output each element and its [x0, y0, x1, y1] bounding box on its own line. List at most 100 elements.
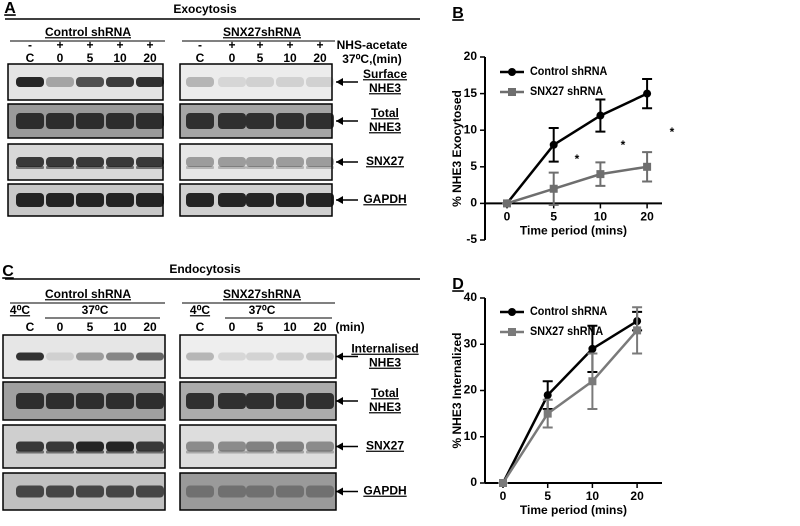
band: [246, 193, 274, 207]
band: [46, 393, 74, 409]
treatment-label: +: [146, 38, 153, 52]
group-label: Control shRNA: [45, 287, 131, 301]
y-tick-label: 0: [470, 196, 477, 210]
band: [306, 441, 334, 452]
band: [46, 441, 74, 452]
panel-label: B: [452, 5, 464, 22]
treatment-label: +: [116, 38, 123, 52]
lane-label: 10: [113, 51, 127, 65]
group-label: SNX27shRNA: [223, 287, 301, 301]
band: [218, 352, 246, 361]
lane-label: 20: [143, 320, 157, 334]
legend-marker: [508, 88, 516, 96]
band: [276, 166, 304, 169]
treatment-label: +: [86, 38, 93, 52]
band: [306, 193, 334, 207]
x-tick-label: 0: [500, 489, 507, 503]
band: [246, 166, 274, 169]
band: [276, 352, 304, 361]
y-tick-label: 20: [464, 49, 478, 63]
band: [186, 352, 214, 361]
band: [106, 77, 134, 87]
band: [246, 393, 274, 409]
treatment-label: +: [286, 38, 293, 52]
band: [186, 157, 214, 167]
blot-label: NHE3: [369, 81, 401, 95]
band: [276, 450, 304, 454]
band: [218, 157, 246, 167]
y-axis-label: % NHE3 Internalized: [450, 332, 464, 448]
band: [246, 450, 274, 454]
blot-label: Internalised: [351, 342, 418, 356]
band: [306, 485, 334, 498]
section-title: Endocytosis: [169, 262, 241, 276]
point: [596, 111, 605, 120]
point: [543, 409, 552, 418]
group-label: SNX27shRNA: [223, 25, 301, 39]
y-tick-label: 15: [464, 86, 478, 100]
condition-label: 37⁰C,(min): [342, 52, 401, 66]
band: [16, 77, 44, 87]
x-tick-label: 0: [504, 210, 511, 224]
point: [503, 199, 511, 208]
blot-label: Total: [371, 386, 399, 400]
band: [46, 113, 74, 129]
band: [136, 441, 164, 452]
band: [106, 157, 134, 167]
y-tick-label: 10: [464, 429, 478, 443]
blot-label: Surface: [363, 67, 407, 81]
band: [246, 157, 274, 167]
legend-label: Control shRNA: [530, 306, 607, 319]
band: [218, 113, 246, 129]
band: [276, 193, 304, 207]
band: [136, 193, 164, 207]
x-tick-label: 5: [544, 489, 551, 503]
band: [306, 393, 334, 409]
x-tick-label: 20: [630, 489, 644, 503]
arrow-head: [336, 196, 343, 204]
band: [16, 166, 44, 169]
y-tick-label: -5: [466, 232, 477, 246]
lane-label: 10: [283, 51, 297, 65]
lane-label: 5: [257, 320, 264, 334]
legend-marker: [508, 68, 516, 76]
band: [46, 352, 74, 361]
arrow-head: [336, 117, 343, 125]
band: [16, 113, 44, 129]
panel-label: A: [4, 0, 16, 17]
panel-label: C: [2, 263, 14, 280]
band: [276, 485, 304, 498]
band: [76, 450, 104, 454]
point: [588, 377, 597, 386]
lane-label: 20: [313, 51, 327, 65]
point: [633, 326, 642, 335]
treatment-label: -: [198, 38, 202, 52]
treatment-label: +: [316, 38, 323, 52]
band: [106, 441, 134, 452]
blot: [179, 63, 333, 101]
band: [276, 113, 304, 129]
band: [218, 393, 246, 409]
lane-label: C: [196, 51, 205, 65]
blot-label: NHE3: [369, 356, 401, 370]
band: [106, 166, 134, 169]
band: [16, 485, 44, 498]
arrow-head: [336, 487, 343, 496]
band: [106, 352, 134, 361]
y-axis-label: % NHE3 Exocytosed: [450, 90, 464, 207]
lane-label: C: [26, 320, 35, 334]
point: [643, 162, 652, 171]
arrow-head: [336, 158, 343, 166]
band: [136, 166, 164, 169]
band: [186, 450, 214, 454]
band: [46, 450, 74, 454]
blot-label: GAPDH: [363, 484, 406, 498]
point: [588, 344, 597, 353]
lane-label: 0: [57, 51, 64, 65]
point: [596, 170, 605, 179]
lane-label: C: [26, 51, 35, 65]
treatment-label: +: [56, 38, 63, 52]
blot-label: Total: [371, 106, 399, 120]
band: [276, 157, 304, 167]
legend-marker: [508, 328, 516, 336]
